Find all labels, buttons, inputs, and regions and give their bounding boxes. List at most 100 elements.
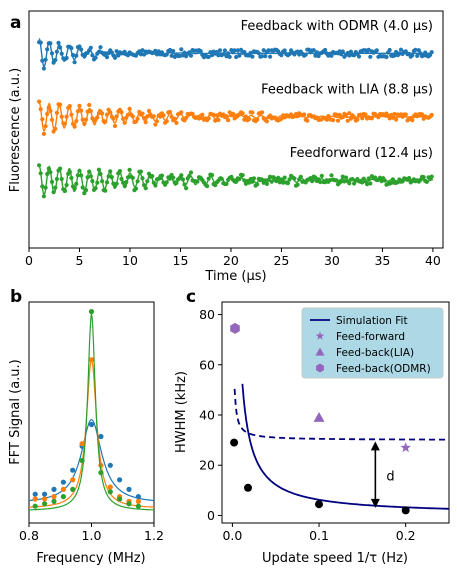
series-0-point	[216, 53, 221, 58]
series-2-point	[368, 181, 373, 186]
series-1-fit-line	[38, 101, 433, 132]
panel-c-ticks: 0.0 0.1 0.2 0 20 40 60 80	[199, 307, 416, 543]
series-0-point	[209, 53, 215, 58]
panel-c-y-axis-label: HWHM (kHz)	[174, 371, 189, 453]
panel-b-chart: 0.8 1.0 1.2 Frequency (MHz) FFT Signal (a.…	[8, 301, 164, 566]
series-1-point	[355, 117, 360, 122]
panel-b-spectra	[29, 309, 154, 511]
series-1-point	[198, 115, 203, 120]
series-0-point	[323, 47, 328, 53]
series-0-point	[260, 54, 265, 59]
series-0-point	[206, 54, 211, 60]
x-tick-label: 20	[223, 253, 239, 268]
panel-c-x-axis-label: Update speed 1/τ (Hz)	[262, 551, 408, 566]
spectrum-2-point	[70, 486, 76, 492]
series-0-point	[415, 53, 420, 59]
y-tick-label: 40	[199, 408, 215, 423]
panel-label-c: c	[186, 287, 196, 307]
series-1-point	[240, 111, 245, 116]
x-tick-label: 15	[173, 253, 189, 268]
series-2-point	[340, 174, 345, 179]
spectrum-2-point	[51, 498, 57, 504]
spectrum-0-point	[135, 494, 141, 500]
series-1-point	[127, 106, 132, 111]
series-2-point	[269, 179, 274, 184]
series-2-point	[282, 175, 287, 180]
spectrum-1-point	[60, 486, 66, 492]
annotation-arrow-head-up	[370, 441, 380, 451]
spectrum-1-point	[79, 441, 85, 447]
x-tick-label: 40	[425, 253, 441, 268]
series-1-point	[347, 111, 352, 116]
series-0-point	[311, 48, 316, 53]
series-1-point	[344, 112, 349, 118]
series-2-point	[319, 173, 324, 178]
panel-b-frame	[28, 301, 155, 524]
spectrum-2-point	[135, 503, 141, 509]
legend-hexagon-swatch	[316, 363, 324, 373]
legend-label: Feed-back(LIA)	[336, 347, 414, 359]
series-0-label: Feedback with ODMR (4.0 μs)	[241, 19, 433, 34]
series-2-point	[313, 175, 318, 180]
series-0-point	[153, 48, 158, 54]
x-tick-label: 5	[76, 253, 84, 268]
spectrum-0-point	[117, 477, 123, 483]
series-0-point	[140, 48, 145, 53]
spectrum-0-point	[51, 486, 57, 492]
series-1-point	[360, 116, 365, 121]
x-tick-label: 10	[122, 253, 138, 268]
series-0-point	[179, 47, 184, 52]
spectrum-2-point	[79, 457, 85, 464]
spectrum-2-point	[98, 470, 104, 476]
spectrum-1-point	[70, 477, 76, 483]
series-0-point	[384, 54, 389, 60]
simulation-point	[315, 500, 323, 509]
series-1-point	[403, 112, 408, 117]
series-1-point	[41, 131, 47, 136]
series-1-point	[394, 117, 399, 122]
panel-label-a: a	[10, 13, 21, 33]
spectrum-1-point	[32, 496, 38, 502]
spectrum-1-fit	[29, 358, 154, 508]
series-2-point	[347, 181, 352, 186]
series-1-point	[216, 117, 221, 123]
series-1-point	[348, 116, 353, 121]
series-1-point	[112, 123, 118, 129]
x-tick-label: 1.0	[82, 528, 102, 543]
spectrum-2-point	[88, 309, 95, 315]
panel-b-y-axis-label: FFT Signal (a.u.)	[8, 359, 23, 464]
spectrum-0-fit	[29, 419, 154, 502]
series-0-point	[98, 45, 103, 50]
x-tick-label: 30	[324, 253, 340, 268]
series-1-point	[419, 112, 425, 117]
panel-c-plot-area: d	[230, 322, 449, 515]
spectrum-0-point	[107, 462, 113, 468]
series-0-point	[261, 48, 266, 53]
x-tick-label: 0.1	[309, 528, 329, 543]
series-1-point	[429, 112, 434, 117]
spectrum-2-point	[117, 496, 123, 502]
series-0-point	[112, 55, 118, 60]
x-tick-label: 0	[25, 253, 33, 268]
x-tick-label: 0.0	[222, 528, 242, 543]
spectrum-1-point	[135, 498, 141, 504]
series-1-point	[213, 118, 218, 123]
spectrum-2-point	[126, 501, 132, 507]
series-0-point	[366, 47, 371, 53]
spectrum-1-point	[51, 494, 57, 500]
series-2-point	[117, 169, 122, 174]
spectrum-0-point	[126, 486, 132, 492]
series-1-point	[250, 110, 255, 115]
series-2-point	[240, 173, 245, 178]
measured-star-marker	[400, 442, 411, 453]
panel-a-x-ticks: 0 5 10 15 20 25 30 35 40	[25, 248, 441, 268]
series-0-point	[227, 54, 232, 60]
series-1-label: Feedback with LIA (8.8 μs)	[261, 83, 433, 98]
series-0-point	[282, 48, 287, 53]
spectrum-0-point	[98, 433, 104, 440]
series-0-point	[266, 48, 271, 53]
series-0-fit-line	[38, 38, 433, 68]
simulation-point	[401, 506, 410, 515]
spectrum-1-point	[42, 496, 48, 502]
